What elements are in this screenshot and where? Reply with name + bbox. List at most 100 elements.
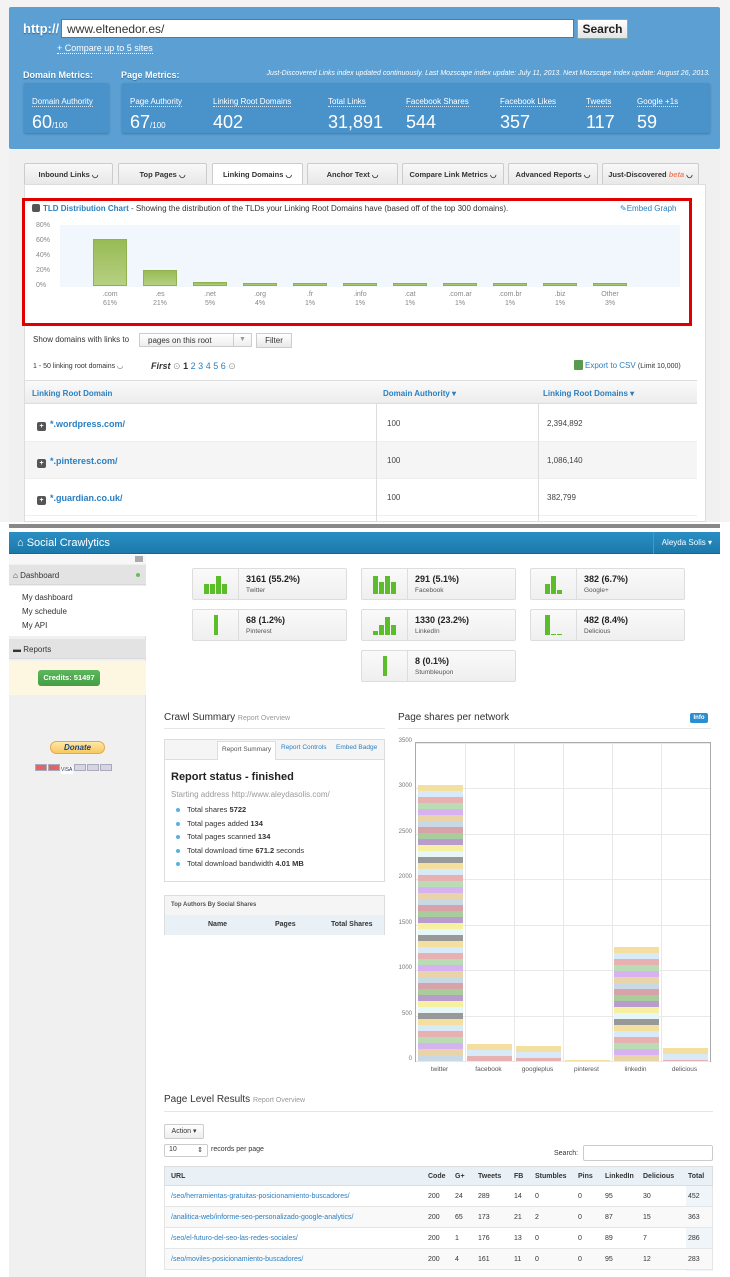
next-page-icon[interactable]: ⊙: [228, 361, 236, 371]
network-tile[interactable]: 68 (1.2%) Pinterest: [192, 609, 347, 641]
first-page-link[interactable]: First: [151, 361, 171, 371]
search-input[interactable]: [583, 1145, 713, 1161]
tab-report-summary[interactable]: Report Summary: [217, 741, 277, 760]
col-fb[interactable]: FB: [514, 1173, 524, 1180]
mini-bar: [379, 582, 384, 594]
tab-just-discovered[interactable]: Just-Discovered beta ◡: [602, 163, 699, 184]
credits-button[interactable]: Credits: 51497: [38, 670, 100, 686]
col-total-shares[interactable]: Total Shares: [331, 921, 373, 928]
records-per-page-select[interactable]: 10 ⇕: [164, 1144, 208, 1157]
domain-authority-value: 100: [387, 456, 401, 465]
mini-bar: [391, 582, 396, 594]
y-tick: 40%: [36, 252, 51, 259]
tab-embed-badge[interactable]: Embed Badge: [336, 744, 378, 751]
metric-label[interactable]: Facebook Likes: [500, 97, 557, 107]
col-pages[interactable]: Pages: [275, 921, 296, 928]
status-dot-icon: [136, 573, 140, 577]
metric-label[interactable]: Facebook Shares: [406, 97, 469, 107]
metric-label[interactable]: Linking Root Domains: [213, 97, 292, 107]
links-to-select[interactable]: pages on this root ▼: [139, 333, 252, 347]
page-link[interactable]: 2: [190, 361, 196, 371]
page-link[interactable]: 1: [183, 361, 189, 371]
metric-label[interactable]: Total Links: [328, 97, 366, 107]
lrd-value: 382,799: [547, 493, 576, 502]
sidebar-item-reports[interactable]: ▬ Reports: [9, 639, 146, 659]
domain-link[interactable]: + *.pinterest.com/: [37, 456, 118, 468]
sidebar-toggle-icon[interactable]: [135, 556, 143, 562]
sidebar-link-my-dashboard[interactable]: My dashboard: [22, 593, 73, 602]
col-code[interactable]: Code: [428, 1173, 446, 1180]
info-badge[interactable]: Info: [690, 713, 708, 723]
compare-sites-link[interactable]: + Compare up to 5 sites: [57, 43, 153, 54]
tile-label: Stumbleupon: [415, 669, 454, 676]
tab-report-controls[interactable]: Report Controls: [281, 744, 327, 751]
col-total[interactable]: Total: [688, 1173, 705, 1180]
page-link[interactable]: 4: [205, 361, 211, 371]
expand-icon[interactable]: +: [37, 459, 46, 468]
user-menu[interactable]: Aleyda Solis ▾: [652, 532, 720, 554]
export-label[interactable]: Export to CSV: [585, 361, 636, 370]
embed-graph-link[interactable]: ✎Embed Graph: [620, 204, 677, 213]
expand-icon[interactable]: +: [37, 422, 46, 431]
page-link[interactable]: 3: [198, 361, 204, 371]
tab-advanced-reports[interactable]: Advanced Reports ◡: [508, 163, 598, 184]
sidebar-item-dashboard[interactable]: ⌂ Dashboard: [9, 565, 146, 585]
col-g-[interactable]: G+: [455, 1173, 465, 1180]
col-linking-root-domain[interactable]: Linking Root Domain: [32, 389, 113, 398]
prev-page-icon[interactable]: ⊙: [173, 361, 181, 371]
domain-link[interactable]: + *.wordpress.com/: [37, 419, 125, 431]
col-delicious[interactable]: Delicious: [643, 1173, 675, 1180]
cell-value: 15: [643, 1214, 651, 1221]
page-link[interactable]: 6: [220, 361, 226, 371]
search-button[interactable]: Search: [577, 19, 628, 39]
metric-facebook-likes: Facebook Likes 357: [500, 91, 557, 133]
url-link[interactable]: /seo/herramientas-gratuitas-posicionamie…: [171, 1193, 350, 1200]
col-stumbles[interactable]: Stumbles: [535, 1173, 567, 1180]
brand-link[interactable]: ⌂ Social Crawlytics: [17, 537, 110, 549]
col-tweets[interactable]: Tweets: [478, 1173, 502, 1180]
col-domain-authority[interactable]: Domain Authority ▾: [383, 389, 457, 398]
sidebar-top: [9, 555, 146, 564]
action-dropdown[interactable]: Action ▾: [164, 1124, 204, 1139]
network-tile[interactable]: 1330 (23.2%) LinkedIn: [361, 609, 516, 641]
col-linking-root-domains[interactable]: Linking Root Domains ▾: [543, 389, 635, 398]
sidebar-link-my-api[interactable]: My API: [22, 621, 48, 630]
collapse-icon[interactable]: [32, 204, 40, 212]
page-link[interactable]: 5: [213, 361, 219, 371]
metric-label[interactable]: Google +1s: [637, 97, 679, 107]
tld-chart-title[interactable]: TLD Distribution Chart: [43, 204, 129, 213]
url-link[interactable]: /analitica-web/informe-seo-personalizado…: [171, 1214, 354, 1221]
url-link[interactable]: /seo/el-futuro-del-seo-las-redes-sociale…: [171, 1235, 298, 1242]
network-tile[interactable]: 291 (5.1%) Facebook: [361, 568, 516, 600]
col-linkedin[interactable]: LinkedIn: [605, 1173, 634, 1180]
export-csv[interactable]: Export to CSV (Limit 10,000): [574, 360, 681, 370]
item-label: Total download time: [187, 846, 256, 855]
col-pins[interactable]: Pins: [578, 1173, 593, 1180]
sidebar-link-my-schedule[interactable]: My schedule: [22, 607, 67, 616]
metric-label[interactable]: Domain Authority: [32, 97, 93, 107]
tab-anchor-text[interactable]: Anchor Text ◡: [307, 163, 398, 184]
metric-label[interactable]: Page Authority: [130, 97, 183, 107]
metric-value: 402: [213, 112, 244, 132]
network-tile[interactable]: 8 (0.1%) Stumbleupon: [361, 650, 516, 682]
domain-link[interactable]: + *.guardian.co.uk/: [37, 493, 123, 505]
donate-button[interactable]: Donate: [50, 741, 105, 754]
tile-value: 1330 (23.2%): [415, 615, 470, 625]
expand-icon[interactable]: +: [37, 496, 46, 505]
filter-button[interactable]: Filter: [256, 333, 292, 348]
url-input[interactable]: [61, 19, 574, 38]
tab-compare-link-metrics[interactable]: Compare Link Metrics ◡: [402, 163, 504, 184]
network-tile[interactable]: 3161 (55.2%) Twitter: [192, 568, 347, 600]
tab-top-pages[interactable]: Top Pages ◡: [118, 163, 207, 184]
col-name[interactable]: Name: [208, 921, 228, 928]
amex-icon: [74, 764, 86, 771]
tab-linking-domains[interactable]: Linking Domains ◡: [212, 163, 303, 185]
sidebar-item-label: Reports: [23, 645, 52, 654]
network-tile[interactable]: 482 (8.4%) Delicious: [530, 609, 685, 641]
tld-percent: 21%: [152, 300, 167, 307]
network-tile[interactable]: 382 (6.7%) Google+: [530, 568, 685, 600]
tab-inbound-links[interactable]: Inbound Links ◡: [24, 163, 113, 184]
col-url[interactable]: URL: [171, 1173, 186, 1180]
url-link[interactable]: /seo/moviles-posicionamiento-buscadores/: [171, 1256, 304, 1263]
metric-label[interactable]: Tweets: [586, 97, 612, 107]
